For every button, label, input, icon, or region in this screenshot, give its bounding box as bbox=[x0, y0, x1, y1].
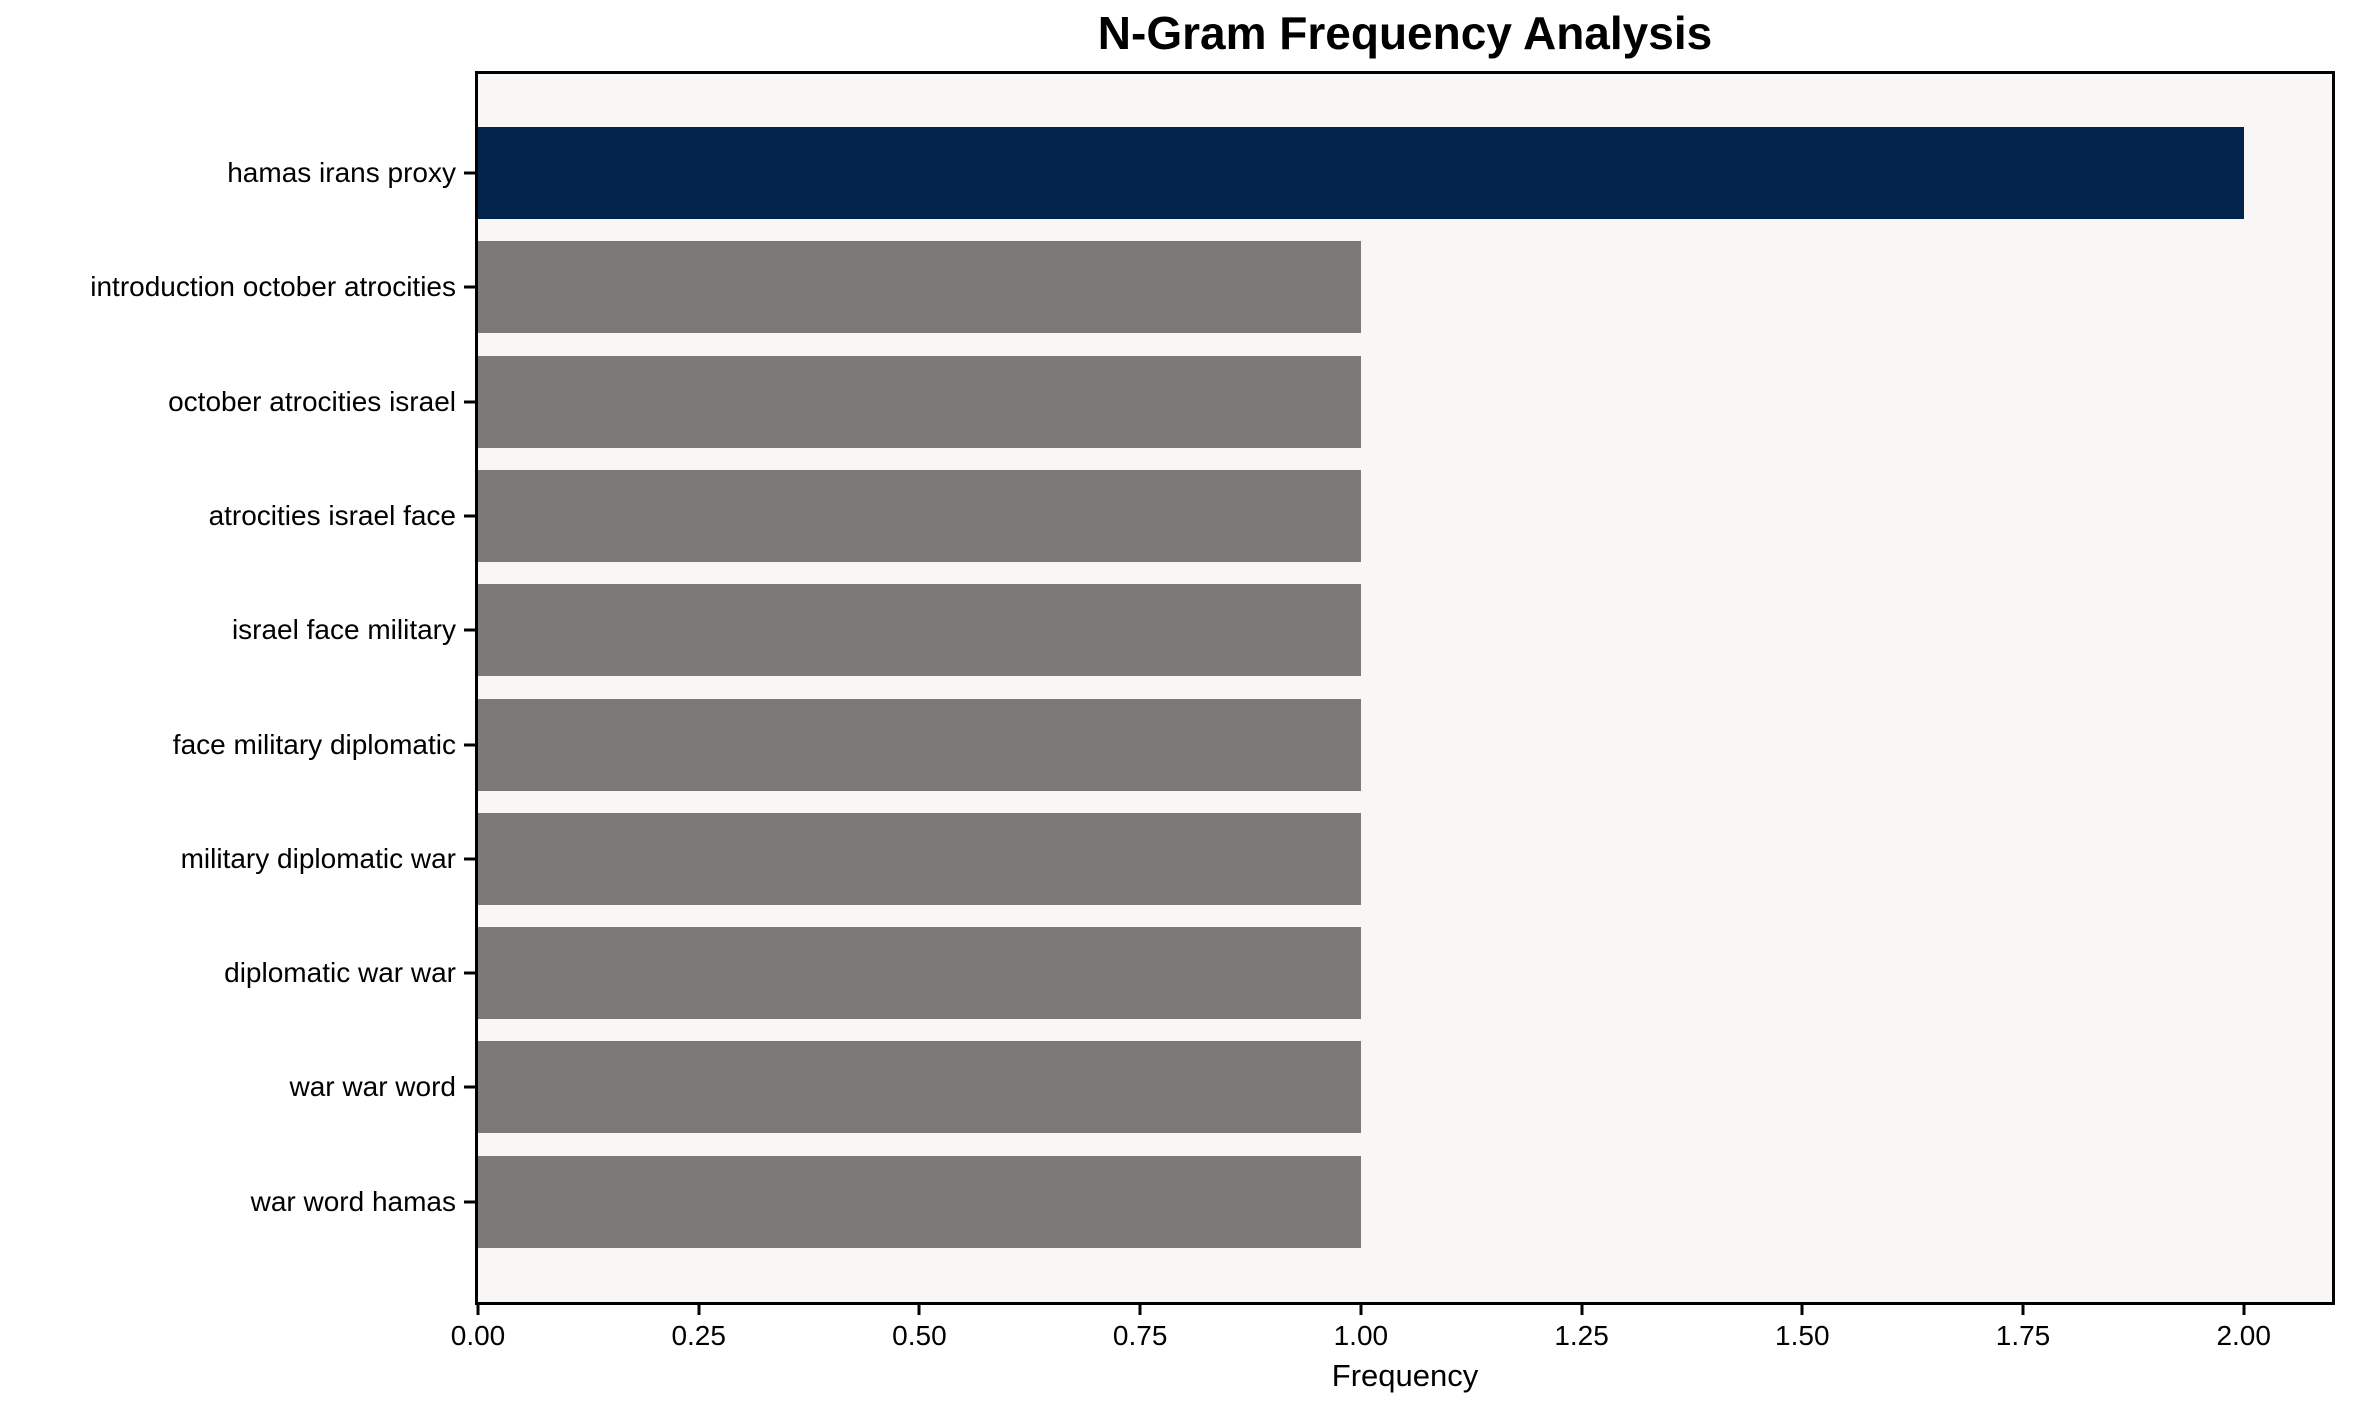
x-tick-mark bbox=[476, 1305, 480, 1315]
x-tick-label: 1.75 bbox=[1995, 1320, 2051, 1351]
y-axis-label: war word hamas bbox=[250, 1185, 456, 1217]
bar-hamas-irans-proxy bbox=[478, 127, 2244, 219]
x-tick-mark bbox=[2021, 1305, 2025, 1315]
plot-area bbox=[475, 71, 2335, 1305]
y-tick-mark bbox=[464, 743, 475, 746]
bar-introduction-october-atrocities bbox=[478, 241, 1361, 334]
x-tick-mark bbox=[1800, 1305, 1804, 1315]
bar-diplomatic-war-war bbox=[478, 927, 1361, 1020]
y-axis-label: hamas irans proxy bbox=[227, 157, 456, 188]
x-tick-label: 0.50 bbox=[892, 1320, 947, 1351]
bar-atrocities-israel-face bbox=[478, 469, 1361, 562]
x-tick-label: 0.00 bbox=[450, 1320, 506, 1351]
x-tick-mark bbox=[1138, 1305, 1142, 1315]
x-tick-label: 2.00 bbox=[2216, 1320, 2271, 1351]
y-axis-label: october atrocities israel bbox=[168, 385, 456, 417]
y-tick-mark bbox=[464, 971, 475, 975]
y-tick-mark bbox=[464, 628, 475, 632]
y-tick-mark bbox=[464, 857, 475, 861]
y-tick-mark bbox=[464, 400, 475, 404]
x-tick-label: 1.50 bbox=[1775, 1320, 1830, 1351]
x-axis-label: Frequency bbox=[1331, 1358, 1479, 1393]
x-tick-label: 1.25 bbox=[1554, 1320, 1609, 1351]
x-tick-mark bbox=[697, 1305, 701, 1315]
bar-israel-face-military bbox=[478, 584, 1361, 677]
y-axis-label: face military diplomatic bbox=[172, 728, 456, 760]
x-tick-mark bbox=[917, 1305, 921, 1315]
x-tick-mark bbox=[2242, 1305, 2246, 1315]
x-tick-label: 0.25 bbox=[671, 1320, 726, 1351]
y-axis-label: war war word bbox=[289, 1071, 456, 1103]
bar-military-diplomatic-war bbox=[478, 812, 1361, 905]
y-tick-mark bbox=[464, 171, 475, 175]
y-tick-mark bbox=[464, 285, 475, 289]
x-tick-label: 1.00 bbox=[1333, 1320, 1389, 1351]
y-tick-mark bbox=[464, 1085, 475, 1089]
plot-inner bbox=[478, 74, 2332, 1302]
y-tick-mark bbox=[464, 1200, 475, 1204]
y-axis-label: diplomatic war war bbox=[224, 957, 456, 989]
y-axis-label: atrocities israel face bbox=[208, 499, 456, 531]
x-tick-mark bbox=[1580, 1305, 1584, 1315]
y-axis-label: israel face military bbox=[231, 614, 456, 646]
y-axis-label: military diplomatic war bbox=[180, 842, 456, 874]
bar-war-war-word bbox=[478, 1041, 1361, 1134]
bar-war-word-hamas bbox=[478, 1155, 1361, 1248]
y-tick-mark bbox=[464, 514, 475, 518]
bar-october-atrocities-israel bbox=[478, 355, 1361, 448]
x-tick-mark bbox=[1359, 1305, 1363, 1315]
y-axis-label: introduction october atrocities bbox=[90, 271, 456, 303]
x-tick-label: 0.75 bbox=[1112, 1320, 1168, 1351]
bar-face-military-diplomatic bbox=[478, 698, 1361, 791]
chart-title: N-Gram Frequency Analysis bbox=[1097, 7, 1713, 59]
